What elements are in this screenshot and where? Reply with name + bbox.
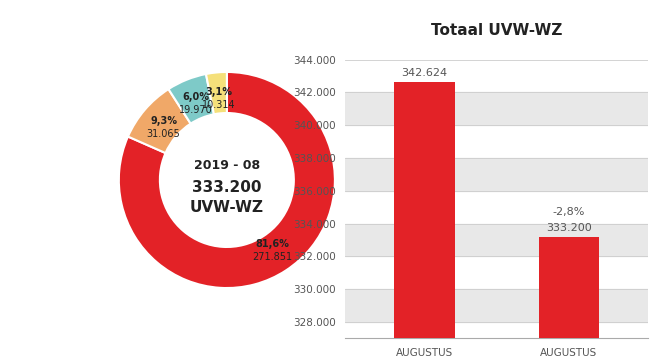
Wedge shape [119,72,335,288]
Bar [345,224,648,256]
Text: 333.200: 333.200 [192,180,262,195]
Text: 271.851: 271.851 [252,252,292,262]
Bar [539,237,599,360]
Wedge shape [168,74,214,123]
Text: UVW-WZ: UVW-WZ [190,199,264,215]
Bar [345,289,648,322]
Text: 81,6%: 81,6% [255,239,290,249]
Text: 6,0%: 6,0% [182,93,209,103]
Text: -2,8%: -2,8% [553,207,585,217]
Text: 333.200: 333.200 [546,222,592,233]
Title: Totaal UVW-WZ: Totaal UVW-WZ [431,23,563,38]
Bar [345,158,648,191]
Text: 342.624: 342.624 [401,68,448,78]
Text: 3,1%: 3,1% [205,87,232,97]
Text: 9,3%: 9,3% [150,116,177,126]
Bar [345,93,648,125]
Text: 19.970: 19.970 [179,105,213,116]
Bar [394,82,455,360]
Text: 31.065: 31.065 [147,129,180,139]
Wedge shape [128,89,191,153]
Wedge shape [206,72,227,114]
Text: 10.314: 10.314 [202,100,236,110]
Text: 2019 - 08: 2019 - 08 [194,159,260,172]
